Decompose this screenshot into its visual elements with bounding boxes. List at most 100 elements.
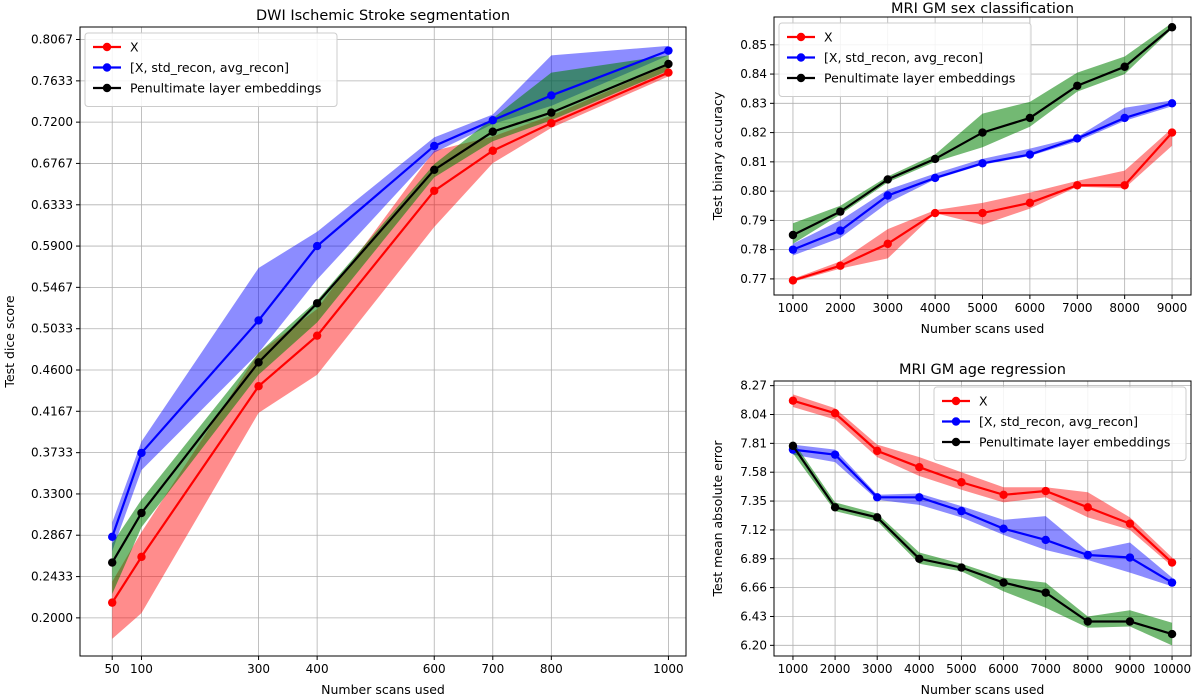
series-line-1 bbox=[792, 399, 1173, 564]
x-tick-label: 1000 bbox=[778, 662, 809, 676]
data-point bbox=[254, 358, 263, 367]
data-point bbox=[915, 554, 924, 563]
x-tick-label: 300 bbox=[247, 662, 270, 676]
series-line-3 bbox=[111, 62, 669, 564]
x-tick-label: 400 bbox=[306, 662, 329, 676]
chart-3: 1000 2000 3000 4000 5000 6000 7000 8000 9000 1000… bbox=[710, 362, 1192, 697]
legend-box bbox=[933, 386, 1187, 461]
chart-title: MRI GM age regression bbox=[899, 362, 1066, 378]
series-line-2 bbox=[792, 448, 1173, 584]
data-point bbox=[872, 513, 882, 522]
x-tick-label: 9000 bbox=[1157, 301, 1188, 315]
x-tick-label: 2000 bbox=[825, 301, 856, 315]
y-tick-label: 7.81 bbox=[740, 436, 767, 450]
data-point bbox=[1120, 62, 1129, 71]
data-point bbox=[488, 116, 497, 125]
x-tick-label: 800 bbox=[540, 662, 563, 676]
x-tick-label: 5000 bbox=[946, 662, 977, 676]
data-point bbox=[1125, 553, 1135, 562]
data-point bbox=[1167, 128, 1177, 137]
y-tick-label: 8.27 bbox=[740, 379, 767, 393]
y-tick-label: 0.6767 bbox=[31, 156, 73, 170]
data-point bbox=[1041, 588, 1050, 597]
data-point bbox=[1120, 181, 1129, 190]
data-point bbox=[1167, 99, 1177, 108]
data-point bbox=[978, 208, 987, 218]
x-axis-label: Number scans used bbox=[921, 682, 1045, 697]
y-tick-label: 0.7633 bbox=[31, 74, 73, 88]
legend-swatch-marker bbox=[796, 73, 806, 83]
y-tick-label: 0.7200 bbox=[31, 115, 73, 129]
legend-label: [X, std_recon, avg_recon] bbox=[824, 50, 983, 65]
y-tick-label: 0.2867 bbox=[31, 528, 73, 542]
data-point bbox=[883, 175, 892, 184]
data-point bbox=[788, 276, 798, 285]
legend-swatch-marker bbox=[951, 417, 961, 426]
data-point bbox=[137, 508, 146, 518]
data-point bbox=[137, 448, 146, 458]
data-point bbox=[547, 118, 556, 128]
data-point bbox=[254, 316, 263, 325]
x-tick-label: 8000 bbox=[1109, 301, 1140, 315]
data-point bbox=[664, 46, 673, 55]
legend-label: [X, std_recon, avg_recon] bbox=[979, 414, 1138, 429]
y-tick-label: 0.3300 bbox=[31, 487, 73, 501]
x-tick-label: 10000 bbox=[1153, 662, 1191, 676]
legend-swatch-marker bbox=[796, 32, 806, 42]
axes-frame bbox=[773, 380, 1192, 657]
x-tick-label: 5000 bbox=[967, 301, 998, 315]
data-point bbox=[915, 462, 924, 472]
y-tick-label: 0.5467 bbox=[31, 280, 73, 294]
x-tick-label: 4000 bbox=[904, 662, 935, 676]
data-point bbox=[788, 441, 798, 451]
data-point bbox=[836, 226, 845, 235]
data-point bbox=[788, 245, 798, 254]
data-point bbox=[1083, 503, 1093, 512]
y-tick-label: 0.2000 bbox=[31, 611, 73, 625]
y-tick-label: 0.78 bbox=[740, 243, 767, 257]
data-point bbox=[430, 165, 439, 175]
x-tick-label: 700 bbox=[481, 662, 504, 676]
data-point bbox=[830, 503, 840, 512]
data-point bbox=[930, 173, 940, 183]
x-tick-label: 7000 bbox=[1062, 301, 1093, 315]
data-point bbox=[1167, 629, 1177, 639]
y-axis-label: Test mean absolute error bbox=[710, 440, 725, 598]
data-point bbox=[836, 261, 845, 270]
y-tick-label: 0.5033 bbox=[31, 322, 73, 336]
data-point bbox=[830, 450, 840, 459]
y-tick-label: 6.89 bbox=[740, 552, 767, 566]
x-tick-label: 6000 bbox=[988, 662, 1019, 676]
y-tick-label: 0.6333 bbox=[31, 198, 73, 212]
data-point bbox=[108, 558, 117, 567]
y-tick-label: 6.66 bbox=[740, 581, 767, 595]
data-point bbox=[108, 532, 117, 542]
data-point bbox=[547, 108, 556, 117]
data-point bbox=[1041, 486, 1050, 496]
x-tick-label: 4000 bbox=[920, 301, 951, 315]
series-line-3 bbox=[792, 445, 1173, 636]
band-3 bbox=[792, 440, 1173, 646]
data-point bbox=[930, 154, 940, 164]
data-point bbox=[883, 239, 892, 248]
data-point bbox=[488, 127, 497, 136]
x-tick-label: 600 bbox=[423, 662, 446, 676]
data-point bbox=[1073, 81, 1082, 90]
data-point bbox=[1041, 535, 1050, 545]
legend-swatch-marker bbox=[102, 42, 112, 52]
data-point bbox=[1073, 134, 1082, 143]
legend-box bbox=[84, 32, 338, 107]
data-point bbox=[957, 563, 966, 572]
x-tick-label: 7000 bbox=[1030, 662, 1061, 676]
data-point bbox=[978, 128, 987, 137]
legend-swatch-marker bbox=[951, 396, 961, 406]
legend-label: X bbox=[130, 40, 139, 55]
data-point bbox=[430, 186, 439, 195]
legend-label: X bbox=[824, 30, 833, 45]
data-point bbox=[1125, 519, 1135, 528]
y-axis-label: Test binary accuracy bbox=[710, 91, 725, 221]
data-point bbox=[664, 68, 673, 77]
y-tick-label: 0.77 bbox=[740, 272, 767, 286]
data-point bbox=[978, 159, 987, 168]
